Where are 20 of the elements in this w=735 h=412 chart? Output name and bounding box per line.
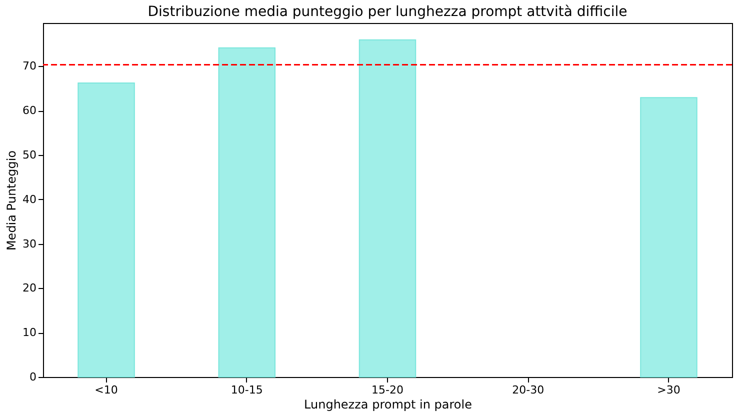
x-axis-title: Lunghezza prompt in parole xyxy=(304,398,472,412)
y-tick-label: 50 xyxy=(22,148,36,162)
y-tick-label: 60 xyxy=(22,104,36,117)
x-tick-label: <10 xyxy=(94,384,118,396)
bar xyxy=(218,47,276,378)
bar xyxy=(640,97,698,378)
y-tick-label: 40 xyxy=(22,192,36,206)
y-tick-label: 10 xyxy=(22,326,36,340)
chart-title: Distribuzione media punteggio per lunghezza prompt attvità difficile xyxy=(148,4,628,20)
x-tick-label: 10-15 xyxy=(230,384,263,396)
y-tick-label: 0 xyxy=(30,370,36,384)
y-tick-label: 20 xyxy=(22,282,36,295)
x-tick-label: >30 xyxy=(657,384,680,396)
y-tick-label: 70 xyxy=(22,60,36,73)
x-tick-label: 15-20 xyxy=(372,384,404,396)
y-axis-title: Media Punteggio xyxy=(4,150,19,251)
bar xyxy=(78,82,135,378)
y-tick-label: 30 xyxy=(22,237,36,250)
x-tick-label: 20-30 xyxy=(512,384,544,396)
bar xyxy=(358,39,416,378)
